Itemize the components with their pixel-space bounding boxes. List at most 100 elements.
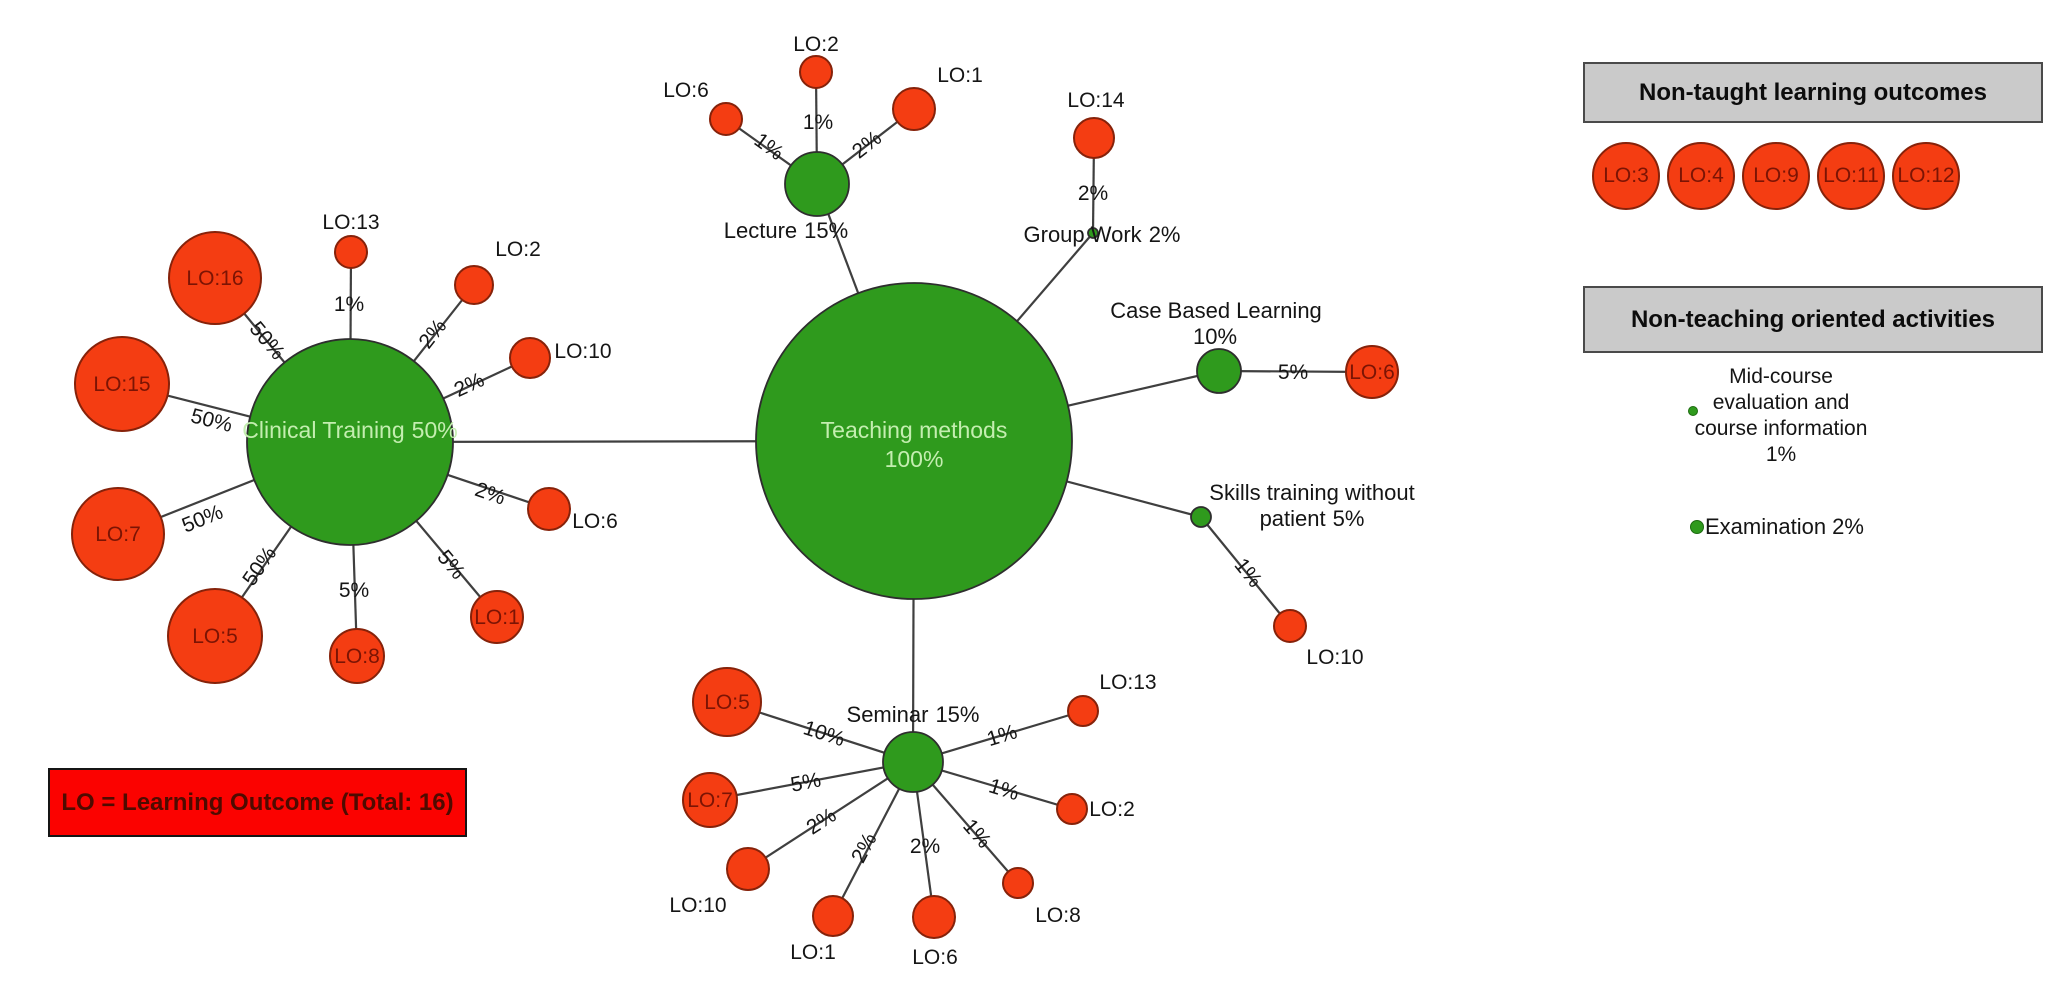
mid-course-pct: 1% <box>1765 443 1797 466</box>
seminar-lo10-label: LO:10 <box>669 894 726 917</box>
group-work-pct-text: 2% <box>1149 222 1181 247</box>
clinical-lo1-label: LO:1 <box>474 606 520 629</box>
seminar-lo8-label: LO:8 <box>1035 904 1081 927</box>
clinical-lo5-node <box>167 588 263 684</box>
non-taught-lo3-label: LO:3 <box>1603 164 1649 187</box>
casebased-lo6-node <box>1345 345 1399 399</box>
seminar-lo2-node <box>1056 793 1088 825</box>
non-taught-lo9-label: LO:9 <box>1753 164 1799 187</box>
non-taught-lo-row: LO:3 LO:4 LO:9 LO:11 LO:12 <box>1592 142 1960 210</box>
legend-text: LO = Learning Outcome (Total: 16) <box>61 788 454 816</box>
seminar-lo13-label: LO:13 <box>1099 671 1156 694</box>
skills-lo10-label: LO:10 <box>1306 646 1363 669</box>
clinical-lo2-node <box>454 265 494 305</box>
skills-label-line1: Skills training without <box>1209 480 1414 505</box>
seminar-lo10-node <box>726 847 770 891</box>
clinical-training-label: Clinical Training 50% <box>242 417 457 443</box>
seminar-lo5-pct: 10% <box>800 716 847 751</box>
lecture-lo2-node <box>799 55 833 89</box>
clinical-lo8-label: LO:8 <box>334 645 380 668</box>
clinical-lo13-pct: 1% <box>334 293 364 316</box>
lecture-lo2-label: LO:2 <box>793 33 839 56</box>
group-work-node <box>1087 227 1099 239</box>
clinical-lo16-pct: 50% <box>245 317 290 364</box>
seminar-node <box>882 731 944 793</box>
seminar-lo6-node <box>912 895 956 939</box>
examination-label: Examination <box>1705 514 1827 539</box>
edge-seminar-lo7 <box>709 760 914 802</box>
group-work-label: Group Work 2% <box>1024 222 1181 247</box>
non-taught-lo12-node: LO:12 <box>1892 142 1960 210</box>
seminar-lo1-label: LO:1 <box>790 941 836 964</box>
non-taught-lo4-node: LO:4 <box>1667 142 1735 210</box>
mid-course-item: Mid-course evaluation and course informa… <box>1681 364 1881 468</box>
seminar-lo5-label: LO:5 <box>704 691 750 714</box>
teaching-methods-label: Teaching methods <box>821 417 1008 443</box>
clinical-lo7-label: LO:7 <box>95 523 141 546</box>
examination-pct: 2% <box>1832 514 1864 539</box>
case-based-node <box>1196 348 1242 394</box>
skills-label-line2: patient 5% <box>1260 506 1365 531</box>
groupwork-lo14-node <box>1073 117 1115 159</box>
clinical-lo6-pct: 2% <box>472 478 508 510</box>
seminar-pct-text: 15% <box>935 702 979 727</box>
groupwork-lo14-pct: 2% <box>1078 182 1108 205</box>
clinical-lo16-node <box>168 231 262 325</box>
clinical-lo15-node <box>74 336 170 432</box>
clinical-lo13-label: LO:13 <box>322 211 379 234</box>
clinical-lo2-label: LO:2 <box>495 238 541 261</box>
clinical-lo8-pct: 5% <box>339 579 369 602</box>
non-taught-lo11-label: LO:11 <box>1823 164 1879 187</box>
lecture-node <box>784 151 850 217</box>
skills-node <box>1190 506 1212 528</box>
skills-label-text: patient <box>1260 506 1326 531</box>
lecture-lo1-label: LO:1 <box>937 64 983 87</box>
case-based-label: Case Based Learning <box>1110 298 1322 323</box>
seminar-lo13-pct: 1% <box>984 720 1020 751</box>
examination-item: Examination 2% <box>1690 514 1864 540</box>
seminar-label: Seminar 15% <box>847 702 980 727</box>
clinical-lo10-label: LO:10 <box>554 340 611 363</box>
seminar-lo5-node <box>692 667 762 737</box>
lecture-lo1-node <box>892 87 936 131</box>
examination-dot <box>1690 520 1704 534</box>
non-teaching-title: Non-teaching oriented activities <box>1630 305 1996 333</box>
skills-lo10-node <box>1273 609 1307 643</box>
group-work-label-text: Group Work <box>1024 222 1143 247</box>
edge-skills-lo10 <box>1200 516 1291 627</box>
non-taught-lo12-label: LO:12 <box>1897 164 1955 187</box>
seminar-lo7-label: LO:7 <box>687 789 733 812</box>
lecture-pct-text: 15% <box>804 218 848 243</box>
clinical-lo8-node <box>329 628 385 684</box>
lecture-lo2-pct: 1% <box>803 111 833 134</box>
seminar-lo6-pct: 2% <box>910 835 940 858</box>
groupwork-lo14-label: LO:14 <box>1067 89 1125 112</box>
seminar-lo13-node <box>1067 695 1099 727</box>
clinical-lo10-pct: 2% <box>451 368 488 402</box>
teaching-methods-pct: 100% <box>885 446 944 472</box>
legend-box: LO = Learning Outcome (Total: 16) <box>48 768 467 837</box>
seminar-lo8-node <box>1002 867 1034 899</box>
seminar-lo10-pct: 2% <box>802 804 840 840</box>
clinical-label-text: Clinical Training <box>242 417 404 443</box>
mid-course-dot <box>1688 406 1698 416</box>
clinical-lo13-node <box>334 235 368 269</box>
non-taught-lo11-node: LO:11 <box>1817 142 1885 210</box>
lecture-label-text: Lecture <box>724 218 797 243</box>
clinical-lo10-node <box>509 337 551 379</box>
case-based-pct: 10% <box>1193 324 1237 349</box>
clinical-lo5-label: LO:5 <box>192 625 238 648</box>
clinical-lo15-pct: 50% <box>188 404 234 436</box>
lecture-lo6-label: LO:6 <box>663 79 709 102</box>
lecture-label: Lecture 15% <box>724 218 848 243</box>
seminar-label-text: Seminar <box>847 702 929 727</box>
non-teaching-header: Non-teaching oriented activities <box>1583 286 2043 353</box>
mid-course-label: Mid-course evaluation and course informa… <box>1694 365 1868 440</box>
clinical-lo6-node <box>527 487 571 531</box>
non-taught-lo3-node: LO:3 <box>1592 142 1660 210</box>
seminar-lo7-node <box>682 772 738 828</box>
skills-pct-text: 5% <box>1333 506 1365 531</box>
seminar-lo6-label: LO:6 <box>912 946 958 969</box>
